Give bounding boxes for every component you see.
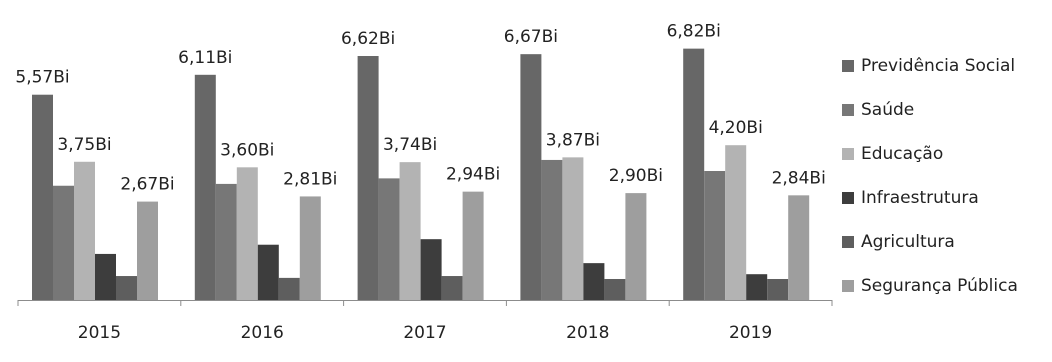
legend-label: Previdência Social: [861, 56, 1016, 76]
legend-item-1: Saúde: [842, 88, 1048, 132]
bar-3-2016: [257, 244, 279, 300]
legend-item-4: Agricultura: [842, 220, 1048, 264]
bar-0-2015: [32, 94, 53, 300]
bar-5-2015: [137, 201, 158, 300]
bar-5-2016: [299, 196, 321, 300]
bar-4-2015: [116, 276, 137, 300]
bar-2-2015: [74, 161, 95, 300]
bar-0-2018: [520, 54, 542, 300]
data-label: 2,67Bi: [120, 175, 174, 195]
legend-swatch: [842, 236, 854, 248]
bar-1-2015: [53, 185, 74, 300]
data-label: 6,11Bi: [178, 48, 232, 68]
bar-3-2019: [746, 274, 768, 300]
bar-4-2019: [767, 278, 789, 300]
data-label: 4,20Bi: [709, 118, 763, 138]
bar-5-2017: [462, 191, 484, 300]
bar-4-2018: [604, 278, 626, 300]
legend-label: Agricultura: [861, 232, 955, 252]
data-label: 3,74Bi: [383, 135, 437, 155]
bar-0-2017: [357, 56, 379, 301]
data-label: 6,82Bi: [667, 22, 721, 42]
legend-label: Saúde: [861, 100, 915, 120]
x-tick-label-2015: 2015: [78, 323, 121, 343]
data-label: 6,67Bi: [504, 27, 558, 47]
bar-2-2017: [399, 162, 421, 300]
legend-swatch: [842, 280, 854, 292]
legend-label: Infraestrutura: [861, 188, 979, 208]
bar-2-2018: [562, 157, 584, 300]
bar-3-2018: [583, 263, 605, 300]
data-label: 3,75Bi: [57, 135, 111, 155]
data-label: 5,57Bi: [15, 68, 69, 88]
bar-0-2016: [194, 74, 216, 300]
bar-2-2019: [725, 145, 747, 300]
data-label: 2,94Bi: [446, 165, 500, 185]
bar-5-2018: [625, 193, 647, 300]
legend-label: Segurança Pública: [861, 276, 1018, 296]
legend-item-3: Infraestrutura: [842, 176, 1048, 220]
data-label: 6,62Bi: [341, 29, 395, 49]
bar-1-2017: [378, 178, 400, 300]
legend-item-0: Previdência Social: [842, 44, 1048, 88]
x-tick-label-2016: 2016: [241, 323, 284, 343]
bar-4-2017: [441, 276, 463, 300]
bar-5-2019: [788, 195, 810, 300]
legend-swatch: [842, 192, 854, 204]
data-label: 2,81Bi: [283, 169, 337, 189]
data-label: 2,84Bi: [772, 168, 826, 188]
data-label: 3,87Bi: [546, 130, 600, 150]
bar-1-2019: [704, 171, 726, 300]
bar-1-2018: [541, 159, 563, 300]
x-tick-label-2018: 2018: [566, 323, 609, 343]
legend-item-5: Segurança Pública: [842, 264, 1048, 308]
bar-3-2017: [420, 239, 442, 300]
bar-3-2015: [95, 253, 116, 300]
legend-swatch: [842, 60, 854, 72]
data-label: 2,90Bi: [609, 166, 663, 186]
bar-2-2016: [236, 167, 258, 300]
legend-swatch: [842, 148, 854, 160]
bar-4-2016: [278, 277, 300, 300]
legend-label: Educação: [861, 144, 944, 164]
x-tick-label-2019: 2019: [729, 323, 772, 343]
chart-legend: Previdência Social Saúde Educação Infraestr…: [842, 44, 1048, 308]
bar-1-2016: [215, 183, 237, 300]
x-tick-label-2017: 2017: [403, 323, 446, 343]
bar-0-2019: [683, 48, 705, 301]
data-label: 3,60Bi: [220, 140, 274, 160]
legend-swatch: [842, 104, 854, 116]
legend-item-2: Educação: [842, 132, 1048, 176]
